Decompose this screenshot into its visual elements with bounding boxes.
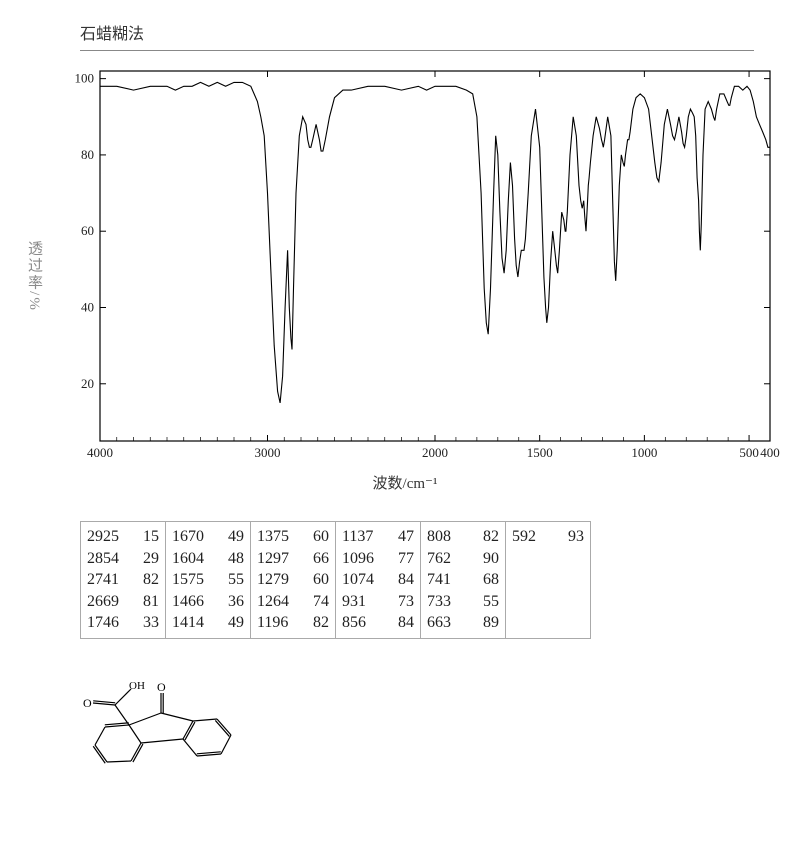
- peak-column: 59293: [506, 522, 591, 639]
- peak-entry: 73355: [427, 591, 499, 613]
- peak-table: 2925152854292741822669811746331670491604…: [80, 521, 591, 639]
- peak-entry: 137560: [257, 526, 329, 548]
- peak-column: 137560129766127960126474119682: [251, 522, 336, 639]
- svg-text:O: O: [83, 696, 92, 710]
- peak-entry: 113747: [342, 526, 414, 548]
- peak-entry: 266981: [87, 591, 159, 613]
- peak-entry: 107484: [342, 569, 414, 591]
- svg-text:O: O: [157, 680, 166, 694]
- svg-text:3000: 3000: [255, 445, 281, 460]
- peak-entry: 127960: [257, 569, 329, 591]
- svg-text:4000: 4000: [87, 445, 113, 460]
- y-axis-label: 透过率/%: [24, 240, 45, 312]
- peak-entry: 160448: [172, 548, 244, 570]
- peak-entry: 76290: [427, 548, 499, 570]
- peak-entry: 80882: [427, 526, 499, 548]
- svg-text:400: 400: [760, 445, 780, 460]
- svg-text:2000: 2000: [422, 445, 448, 460]
- peak-entry: 66389: [427, 612, 499, 634]
- peak-column: 292515285429274182266981174633: [81, 522, 166, 639]
- peak-entry: 141449: [172, 612, 244, 634]
- peak-entry: 129766: [257, 548, 329, 570]
- molecular-structure: O O OH: [75, 659, 265, 779]
- peak-entry: 93173: [342, 591, 414, 613]
- peak-entry: 109677: [342, 548, 414, 570]
- svg-text:100: 100: [75, 71, 95, 86]
- peak-entry: 174633: [87, 612, 159, 634]
- peak-entry: 274182: [87, 569, 159, 591]
- svg-text:40: 40: [81, 299, 94, 314]
- peak-entry: 74168: [427, 569, 499, 591]
- peak-entry: 285429: [87, 548, 159, 570]
- peak-entry: 146636: [172, 591, 244, 613]
- svg-text:80: 80: [81, 147, 94, 162]
- peak-entry: 59293: [512, 526, 584, 548]
- x-axis-label: 波数/cm⁻¹: [373, 472, 438, 493]
- svg-text:1500: 1500: [527, 445, 553, 460]
- peak-entry: 126474: [257, 591, 329, 613]
- svg-text:60: 60: [81, 223, 94, 238]
- peak-entry: 119682: [257, 612, 329, 634]
- peak-entry: 85684: [342, 612, 414, 634]
- peak-entry: 157555: [172, 569, 244, 591]
- svg-text:OH: OH: [129, 680, 145, 692]
- svg-text:500: 500: [739, 445, 759, 460]
- peak-column: 8088276290741687335566389: [421, 522, 506, 639]
- peak-column: 1137471096771074849317385684: [336, 522, 421, 639]
- svg-text:1000: 1000: [631, 445, 657, 460]
- peak-entry: 167049: [172, 526, 244, 548]
- peak-entry: 292515: [87, 526, 159, 548]
- ir-spectrum-chart: 透过率/% 2040608010040003000200015001000500…: [30, 61, 780, 491]
- spectrum-plot: 20 40 60 80 100 4000 3000 2000 1500 1000 500400: [70, 61, 780, 471]
- peak-column: 167049160448157555146636141449: [166, 522, 251, 639]
- svg-text:20: 20: [81, 376, 94, 391]
- method-title: 石蜡糊法: [80, 20, 754, 51]
